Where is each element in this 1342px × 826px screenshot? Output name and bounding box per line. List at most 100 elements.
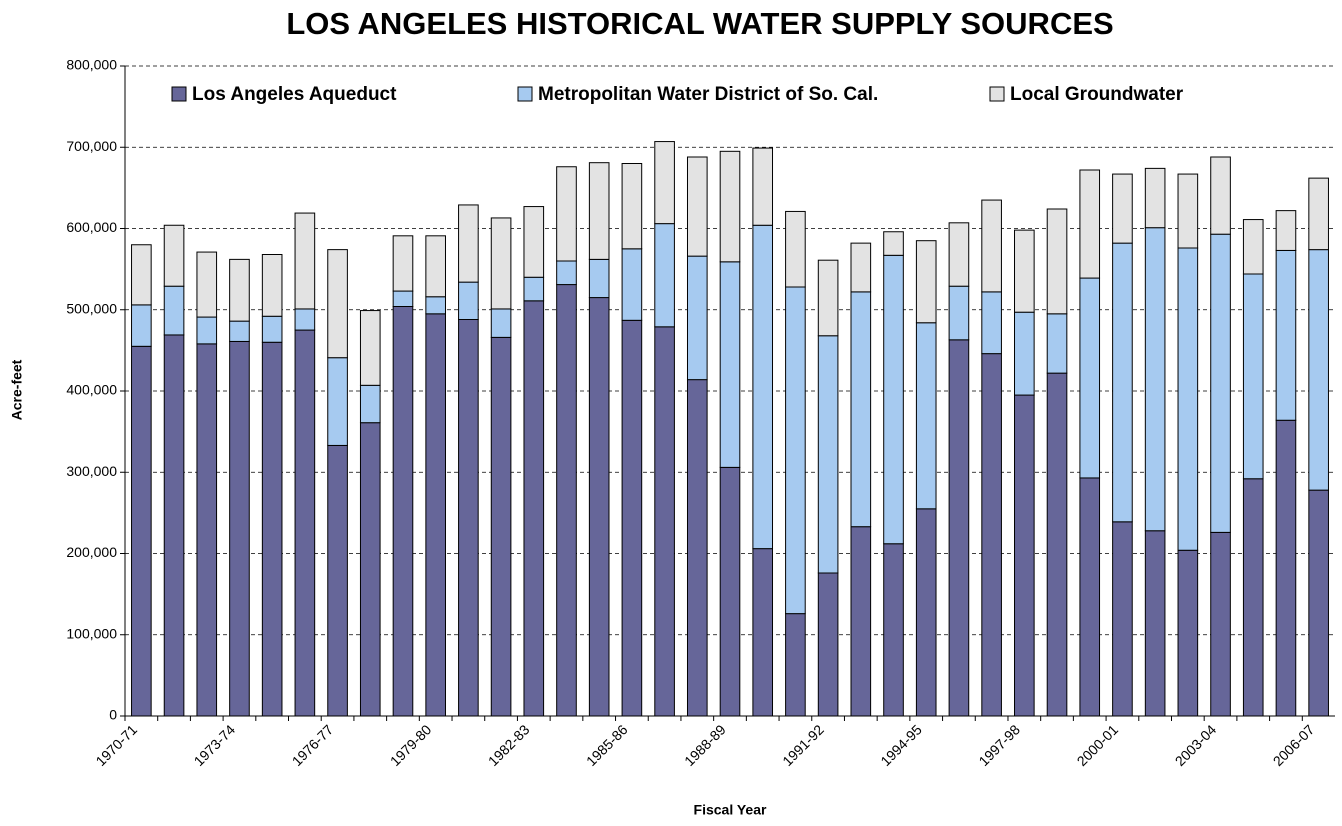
legend-swatch <box>517 86 533 102</box>
bar-segment <box>588 162 610 260</box>
bar-segment <box>883 254 904 545</box>
x-tick-label: 1979-80 <box>387 721 435 769</box>
x-tick-label: 1997-98 <box>975 721 1023 769</box>
bar-segment <box>981 199 1002 293</box>
bar-segment <box>1177 173 1199 249</box>
y-tick-label: 200,000 <box>66 544 117 560</box>
x-tick-label: 2003-04 <box>1172 721 1220 769</box>
bar-segment <box>523 300 545 717</box>
bar-segment <box>359 384 381 424</box>
bar-segment <box>817 259 839 337</box>
bar-segment <box>1177 549 1199 717</box>
bar-segment <box>1112 242 1133 523</box>
bar-segment <box>785 613 806 717</box>
bar-segment <box>1275 210 1297 251</box>
bar-segment <box>948 222 970 287</box>
bar-segment <box>621 163 643 250</box>
legend-swatch <box>171 86 187 102</box>
legend-label: Los Angeles Aqueduct <box>192 84 397 105</box>
y-tick-label: 700,000 <box>66 138 117 154</box>
y-axis-label: Acre-feet <box>9 359 25 420</box>
bar-segment <box>948 339 970 717</box>
x-tick-label: 1973-74 <box>191 721 239 769</box>
x-tick-label: 1976-77 <box>289 721 337 769</box>
bar-segment <box>719 261 741 468</box>
bar-segment <box>556 260 577 286</box>
bar-segment <box>1144 167 1166 229</box>
bar-segment <box>621 248 643 321</box>
bar-segment <box>1308 177 1329 251</box>
bar-segment <box>752 224 774 550</box>
bar-segment <box>327 444 348 717</box>
bar-segment <box>131 345 152 717</box>
bar-segment <box>261 254 283 317</box>
y-tick-label: 400,000 <box>66 382 117 398</box>
bar-segment <box>1210 156 1231 235</box>
legend-label: Local Groundwater <box>1010 84 1184 105</box>
bar-segment <box>1275 419 1297 717</box>
bar-segment <box>196 343 218 717</box>
x-axis-label: Fiscal Year <box>694 802 767 818</box>
bar-segment <box>1242 478 1264 717</box>
x-tick-label: 1982-83 <box>485 721 533 769</box>
bar-segment <box>229 258 250 322</box>
bar-segment <box>556 166 577 262</box>
bar-segment <box>588 258 610 299</box>
x-tick-label: 1970-71 <box>92 721 140 769</box>
bar-segment <box>196 251 218 318</box>
bar-segment <box>850 526 872 717</box>
bar-segment <box>196 316 218 345</box>
bar-segment <box>458 319 479 717</box>
bar-segment <box>1308 249 1329 491</box>
bar-segment <box>294 308 316 331</box>
bar-segment <box>981 353 1002 717</box>
bar-segment <box>1177 247 1199 551</box>
bar-segment <box>131 244 152 306</box>
bar-segment <box>490 217 512 310</box>
bar-segment <box>1079 277 1101 479</box>
bar-segment <box>915 508 937 717</box>
bar-segment <box>1079 169 1101 279</box>
y-tick-label: 100,000 <box>66 625 117 641</box>
bar-segment <box>1242 273 1264 480</box>
bar-segment <box>719 150 741 263</box>
bar-segment <box>1046 208 1068 315</box>
bar-segment <box>1046 372 1068 717</box>
bar-segment <box>1210 233 1231 533</box>
bar-segment <box>229 340 250 717</box>
bar-segment <box>556 284 577 717</box>
bar-segment <box>523 276 545 302</box>
x-tick-label: 1988-89 <box>681 721 729 769</box>
legend-label: Metropolitan Water District of So. Cal. <box>538 84 878 105</box>
bar-segment <box>948 285 970 341</box>
bar-segment <box>425 313 446 717</box>
bar-segment <box>490 308 512 338</box>
bar-segment <box>458 281 479 320</box>
y-tick-label: 0 <box>109 707 117 723</box>
x-tick-label: 2006-07 <box>1270 721 1318 769</box>
bar-segment <box>392 290 414 307</box>
bar-segment <box>883 543 904 717</box>
bar-segment <box>686 379 708 717</box>
bar-segment <box>1014 311 1035 396</box>
bar-segment <box>1079 477 1101 717</box>
bar-segment <box>588 297 610 717</box>
bar-segment <box>850 242 872 293</box>
bar-segment <box>1112 173 1133 244</box>
bar-segment <box>261 341 283 717</box>
bar-segment <box>392 306 414 717</box>
x-tick-label: 2000-01 <box>1074 721 1122 769</box>
bar-segment <box>1242 219 1264 275</box>
bar-segment <box>1144 530 1166 717</box>
bar-segment <box>1014 394 1035 717</box>
chart-title: LOS ANGELES HISTORICAL WATER SUPPLY SOUR… <box>286 6 1113 41</box>
y-tick-label: 300,000 <box>66 463 117 479</box>
bar-segment <box>883 231 904 256</box>
bar-segment <box>850 291 872 528</box>
bar-segment <box>1014 229 1035 313</box>
y-tick-label: 500,000 <box>66 300 117 316</box>
bar-segment <box>686 255 708 381</box>
bar-segment <box>654 141 675 225</box>
bar-segment <box>981 291 1002 355</box>
bar-segment <box>817 572 839 717</box>
